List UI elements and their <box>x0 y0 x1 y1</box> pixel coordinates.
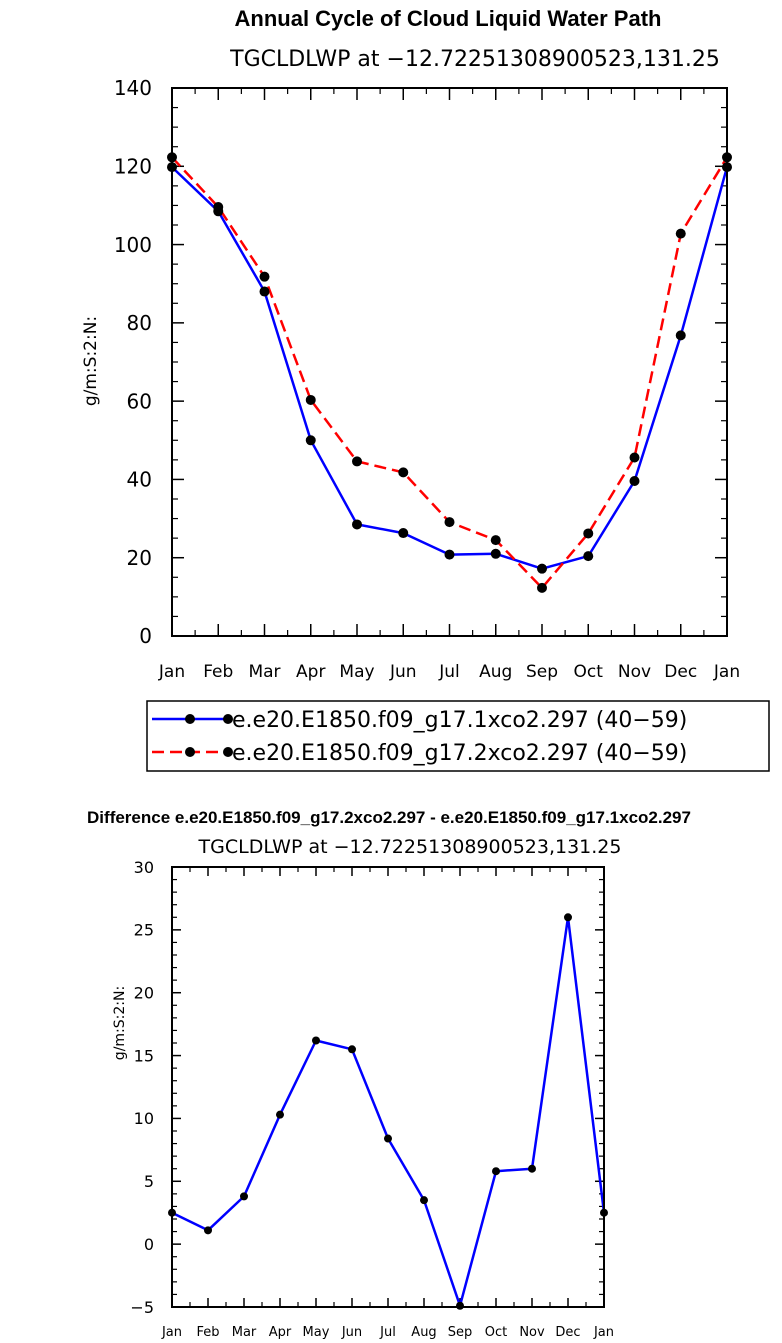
y-tick-label: 20 <box>134 983 154 1002</box>
x-tick-label: Apr <box>296 662 325 682</box>
series-line-1 <box>171 916 606 1307</box>
data-point <box>537 563 547 574</box>
y-tick-label: 40 <box>127 468 152 492</box>
x-tick-label: Mar <box>248 662 280 682</box>
data-point <box>348 1045 356 1054</box>
bottom-chart-series <box>168 913 608 1310</box>
y-tick-label: 0 <box>144 1235 154 1254</box>
x-tick-label: Nov <box>519 1325 545 1340</box>
y-tick-label: 20 <box>127 546 152 570</box>
data-point <box>492 1167 500 1176</box>
x-tick-label: Jul <box>379 1325 396 1340</box>
x-tick-label: Jan <box>161 1325 182 1340</box>
data-point <box>420 1196 428 1205</box>
top-chart-ylabel: g/m:S:2:N: <box>81 316 101 406</box>
data-point <box>564 913 572 922</box>
top-chart-frame <box>171 87 728 637</box>
data-point <box>675 228 686 239</box>
data-point <box>305 394 316 405</box>
bottom-chart-title: Difference e.e20.E1850.f09_g17.2xco2.297… <box>87 808 691 827</box>
x-tick-label: Jun <box>341 1325 362 1340</box>
legend-label-1: e.e20.E1850.f09_g17.1xco2.297 (40−59) <box>232 708 687 733</box>
data-point <box>312 1036 320 1045</box>
bottom-chart: Difference e.e20.E1850.f09_g17.2xco2.297… <box>87 808 691 1340</box>
x-tick-label: May <box>339 662 374 682</box>
data-point <box>352 456 362 467</box>
legend-marker-1 <box>185 714 195 724</box>
x-tick-label: Oct <box>574 662 604 682</box>
y-tick-label: 120 <box>114 154 152 178</box>
data-point <box>384 1134 392 1143</box>
x-tick-label: Nov <box>618 662 651 682</box>
top-chart-title: Annual Cycle of Cloud Liquid Water Path <box>235 6 662 31</box>
top-chart-axes: 0 20 40 60 80 100 120 140 Jan Feb Mar Apr May Jun Jul A… <box>114 76 740 682</box>
legend-marker-2b <box>223 747 233 757</box>
legend-marker-2 <box>185 747 195 757</box>
y-tick-label: 140 <box>114 76 152 100</box>
bottom-chart-subtitle: TGCLDLWP at −12.72251308900523,131.25 <box>198 836 622 858</box>
x-tick-label: Dec <box>664 662 697 682</box>
data-point <box>444 517 455 528</box>
data-point <box>490 535 501 546</box>
x-tick-label: Feb <box>203 662 233 682</box>
top-chart: Annual Cycle of Cloud Liquid Water Path … <box>81 6 770 772</box>
y-tick-label: 0 <box>139 624 152 648</box>
x-tick-label: May <box>303 1325 330 1340</box>
bottom-chart-ylabel: g/m:S:2:N: <box>112 986 128 1060</box>
data-point <box>276 1110 284 1119</box>
data-point <box>240 1192 248 1201</box>
legend-box <box>146 700 770 772</box>
data-point <box>583 551 594 562</box>
x-tick-label: Jan <box>158 662 185 682</box>
data-point <box>490 548 501 559</box>
x-tick-label: Jan <box>593 1325 614 1340</box>
data-point <box>629 452 640 463</box>
data-point <box>352 519 362 530</box>
top-chart-subtitle: TGCLDLWP at −12.72251308900523,131.25 <box>229 47 720 72</box>
data-point <box>629 475 640 486</box>
x-tick-label: Dec <box>555 1325 580 1340</box>
bottom-chart-frame <box>171 866 605 1308</box>
data-point <box>204 1226 212 1235</box>
x-tick-label: Apr <box>269 1325 292 1340</box>
data-point <box>528 1164 536 1173</box>
top-chart-legend: e.e20.E1850.f09_g17.1xco2.297 (40−59) e.… <box>146 700 770 772</box>
y-tick-label: 30 <box>134 858 154 877</box>
y-tick-label: 80 <box>127 311 152 335</box>
series-line-1 <box>171 166 729 570</box>
x-tick-label: Mar <box>232 1325 257 1340</box>
data-point <box>259 271 270 282</box>
x-tick-label: Oct <box>485 1325 507 1340</box>
data-point <box>583 528 594 539</box>
x-tick-label: Sep <box>448 1325 473 1340</box>
legend-label-2: e.e20.E1850.f09_g17.2xco2.297 (40−59) <box>232 741 687 766</box>
x-tick-label: Jul <box>438 662 460 682</box>
data-point <box>537 582 547 593</box>
data-point <box>213 201 224 212</box>
x-tick-label: Jun <box>389 662 417 682</box>
data-point <box>305 435 316 446</box>
x-tick-label: Aug <box>411 1325 436 1340</box>
data-point <box>398 467 409 478</box>
x-tick-label: Feb <box>196 1325 219 1340</box>
top-chart-series <box>167 152 732 593</box>
x-tick-label: Sep <box>526 662 558 682</box>
data-point <box>456 1301 464 1310</box>
data-point <box>259 286 270 297</box>
data-point <box>398 528 409 539</box>
y-tick-label: 15 <box>134 1046 154 1065</box>
y-tick-label: 100 <box>114 233 152 257</box>
y-tick-label: 10 <box>134 1109 154 1128</box>
y-tick-label: 25 <box>134 921 154 940</box>
y-tick-label: 5 <box>144 1172 154 1191</box>
legend-marker-1b <box>223 714 233 724</box>
data-point <box>675 330 686 341</box>
y-tick-label: −5 <box>130 1298 154 1317</box>
y-tick-label: 60 <box>127 389 152 413</box>
x-tick-label: Aug <box>479 662 512 682</box>
data-point <box>444 549 455 560</box>
x-tick-label: Jan <box>713 662 740 682</box>
